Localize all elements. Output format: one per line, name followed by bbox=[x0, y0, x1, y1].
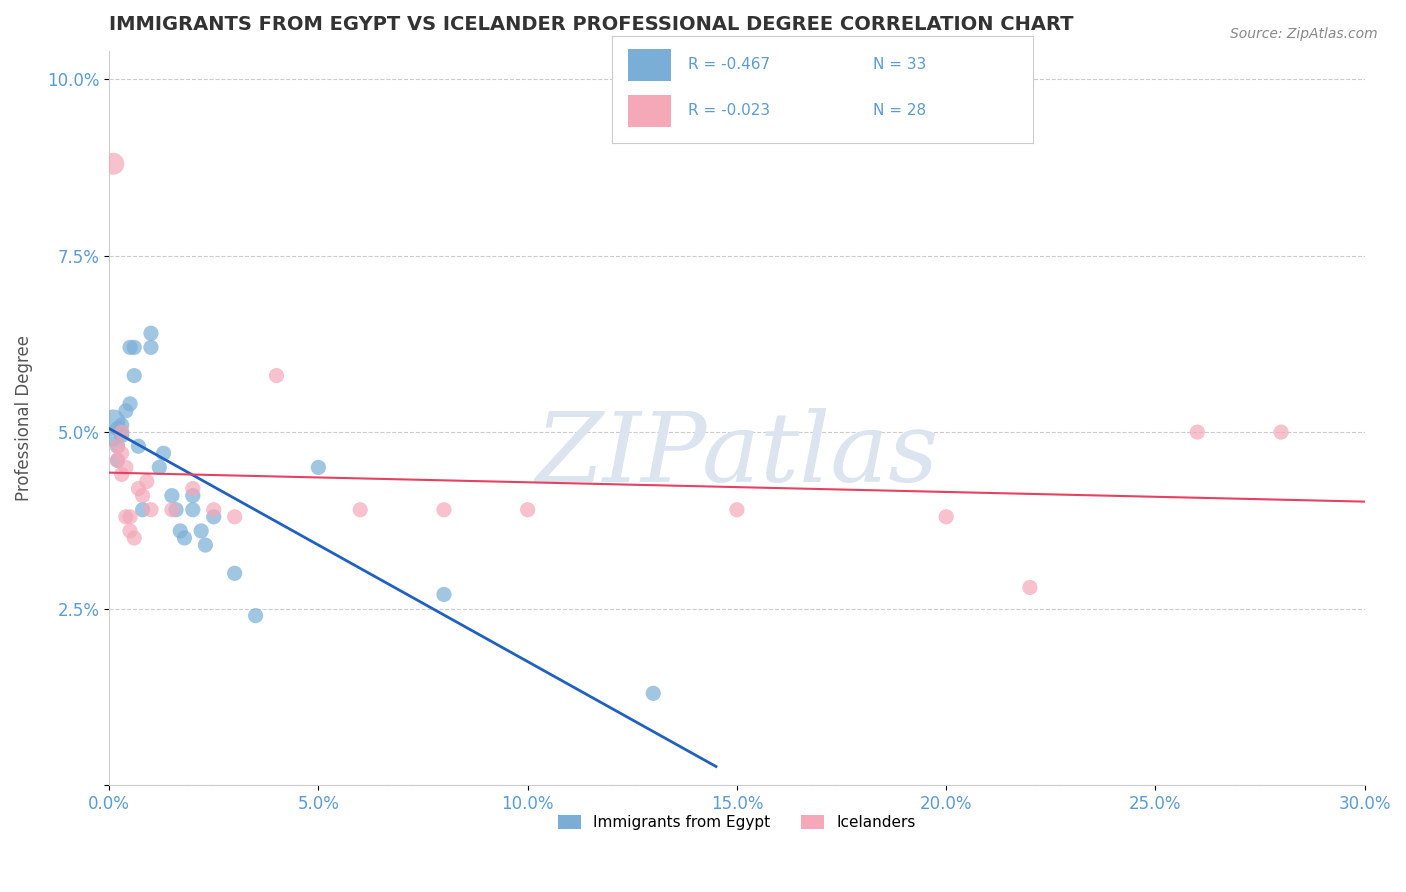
Point bbox=[725, 502, 748, 516]
Point bbox=[135, 475, 157, 489]
Point bbox=[111, 446, 134, 460]
Point bbox=[1270, 425, 1292, 439]
Point bbox=[103, 432, 125, 446]
Point bbox=[173, 531, 195, 545]
Point bbox=[266, 368, 288, 383]
Point bbox=[160, 502, 183, 516]
Point bbox=[107, 439, 129, 453]
Point bbox=[935, 509, 957, 524]
Point bbox=[118, 340, 141, 354]
Point bbox=[433, 587, 456, 601]
Point bbox=[107, 421, 129, 435]
Text: ZIPatlas: ZIPatlas bbox=[536, 408, 938, 501]
Point bbox=[202, 509, 225, 524]
Point bbox=[127, 439, 149, 453]
Point bbox=[169, 524, 191, 538]
Point bbox=[122, 368, 145, 383]
Point bbox=[139, 502, 162, 516]
Point bbox=[1019, 581, 1042, 595]
Point bbox=[127, 482, 149, 496]
FancyBboxPatch shape bbox=[628, 95, 671, 127]
Point bbox=[643, 686, 665, 700]
Point bbox=[148, 460, 170, 475]
Point bbox=[131, 502, 153, 516]
Point bbox=[111, 467, 134, 482]
Point bbox=[118, 524, 141, 538]
Point bbox=[122, 531, 145, 545]
Point bbox=[111, 428, 134, 442]
Point bbox=[245, 608, 267, 623]
Point bbox=[115, 460, 138, 475]
Point bbox=[139, 326, 162, 341]
Point bbox=[1187, 425, 1209, 439]
Text: N = 28: N = 28 bbox=[873, 103, 927, 118]
Point bbox=[224, 509, 246, 524]
Text: N = 33: N = 33 bbox=[873, 57, 927, 72]
Point bbox=[181, 502, 204, 516]
Point bbox=[194, 538, 217, 552]
Text: IMMIGRANTS FROM EGYPT VS ICELANDER PROFESSIONAL DEGREE CORRELATION CHART: IMMIGRANTS FROM EGYPT VS ICELANDER PROFE… bbox=[110, 15, 1074, 34]
Point bbox=[433, 502, 456, 516]
Point bbox=[107, 453, 129, 467]
Point bbox=[139, 340, 162, 354]
Legend: Immigrants from Egypt, Icelanders: Immigrants from Egypt, Icelanders bbox=[553, 809, 922, 836]
Point bbox=[152, 446, 174, 460]
Point bbox=[118, 397, 141, 411]
Point bbox=[224, 566, 246, 581]
Point bbox=[111, 425, 134, 439]
Point bbox=[103, 157, 125, 171]
Point bbox=[107, 453, 129, 467]
FancyBboxPatch shape bbox=[628, 48, 671, 80]
Point bbox=[115, 509, 138, 524]
Point bbox=[118, 509, 141, 524]
Point bbox=[160, 489, 183, 503]
Point bbox=[103, 415, 125, 429]
Text: R = -0.467: R = -0.467 bbox=[688, 57, 769, 72]
Point bbox=[111, 425, 134, 439]
Point bbox=[165, 502, 187, 516]
Point bbox=[111, 417, 134, 432]
Text: R = -0.023: R = -0.023 bbox=[688, 103, 769, 118]
Point bbox=[202, 502, 225, 516]
Point bbox=[190, 524, 212, 538]
Point bbox=[181, 489, 204, 503]
Point bbox=[307, 460, 329, 475]
Point bbox=[181, 482, 204, 496]
Point bbox=[107, 439, 129, 453]
Y-axis label: Professional Degree: Professional Degree bbox=[15, 335, 32, 501]
Point bbox=[349, 502, 371, 516]
Point bbox=[122, 340, 145, 354]
Point bbox=[115, 404, 138, 418]
Point bbox=[516, 502, 538, 516]
Point bbox=[131, 489, 153, 503]
Text: Source: ZipAtlas.com: Source: ZipAtlas.com bbox=[1230, 27, 1378, 41]
